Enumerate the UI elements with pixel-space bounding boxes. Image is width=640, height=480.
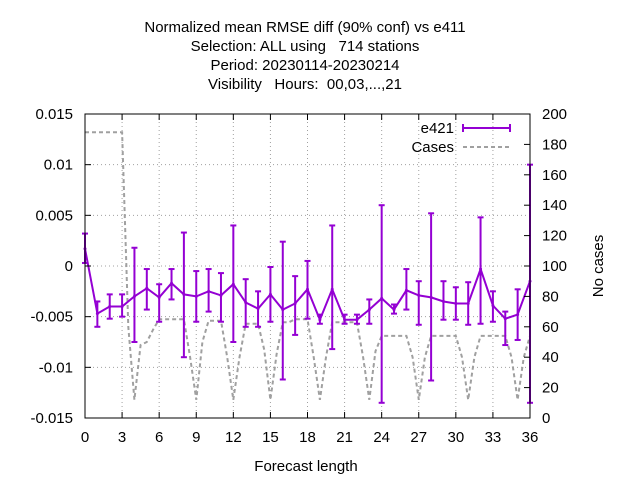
y2-axis-label: No cases [590, 235, 607, 298]
chart-title-line-3: Period: 20230114-20230214 [210, 57, 400, 74]
e421-point [491, 304, 495, 308]
x-tick-label: 36 [522, 429, 539, 446]
x-axis-label: Forecast length [254, 458, 357, 475]
e421-point [108, 305, 112, 309]
e421-point [380, 296, 384, 300]
y-tick-label: 0.015 [35, 106, 73, 123]
e421-point [256, 307, 260, 311]
x-tick-label: 0 [81, 429, 89, 446]
legend: e421 Cases [411, 120, 511, 156]
cases-series-layer [85, 131, 531, 400]
y2-tick-label: 0 [542, 410, 550, 427]
y2-tick-label: 160 [542, 167, 567, 184]
y2-tick-label: 40 [542, 349, 559, 366]
y-tick-label: -0.015 [30, 410, 73, 427]
e421-point [95, 312, 99, 316]
y2-tick-label: 80 [542, 288, 559, 305]
e421-point [145, 286, 149, 290]
e421-point [367, 308, 371, 312]
e421-point [392, 308, 396, 312]
legend-label-e421: e421 [421, 120, 454, 137]
e421-point [404, 288, 408, 292]
chart-title-line-4: Visibility Hours: 00,03,...,21 [208, 76, 402, 93]
x-tick-label: 33 [485, 429, 502, 446]
x-tick-label: 15 [262, 429, 279, 446]
e421-point [479, 267, 483, 271]
e421-point [318, 318, 322, 322]
e421-point [306, 287, 309, 291]
y2-tick-label: 120 [542, 228, 567, 245]
e421-point [219, 293, 223, 297]
x-tick-label: 27 [410, 429, 427, 446]
e421-point [429, 295, 433, 299]
x-tick-label: 30 [447, 429, 464, 446]
x-tick-label: 12 [225, 429, 242, 446]
x-tick-label: 24 [373, 429, 390, 446]
y2-tick-label: 140 [542, 197, 567, 214]
e421-point [268, 292, 272, 296]
y-tick-label: -0.005 [30, 309, 73, 326]
y2-tick-label: 180 [542, 136, 567, 153]
e421-point [281, 308, 285, 312]
cases-line [85, 131, 531, 400]
y-tick-label: 0.005 [35, 207, 73, 224]
y-tick-label: 0.01 [44, 157, 73, 174]
x-tick-label: 18 [299, 429, 316, 446]
e421-point [454, 301, 458, 305]
legend-label-cases: Cases [411, 139, 454, 156]
e421-point [503, 317, 507, 321]
chart-title-line-1: Normalized mean RMSE diff (90% conf) vs … [144, 19, 466, 36]
e421-point [330, 287, 334, 291]
y2-tick-label: 100 [542, 258, 567, 275]
e421-point [207, 289, 211, 293]
x-tick-label: 3 [118, 429, 126, 446]
y-tick-label: 0 [65, 258, 73, 275]
e421-point [120, 305, 124, 309]
y2-tick-label: 200 [542, 106, 567, 123]
x-tick-label: 9 [192, 429, 200, 446]
e421-point [132, 294, 136, 298]
y2-tick-label: 60 [542, 319, 559, 336]
e421-point [516, 313, 520, 317]
e421-point [244, 300, 248, 304]
y-tick-label: -0.01 [39, 359, 73, 376]
e421-point [466, 301, 470, 305]
e421-point [194, 294, 198, 298]
chart-title-line-2: Selection: ALL using 714 stations [190, 38, 420, 55]
e421-point [182, 292, 186, 296]
x-tick-label: 21 [336, 429, 353, 446]
e421-point [343, 318, 347, 322]
axis-ticks: 0 3 6 9 12 15 18 21 24 27 30 33 36-0.015-0.01-0.0050… [30, 106, 567, 446]
e421-point [417, 293, 421, 297]
e421-point [355, 318, 359, 322]
e421-point [157, 295, 161, 299]
e421-point [441, 299, 445, 303]
x-tick-label: 6 [155, 429, 163, 446]
e421-point [293, 301, 297, 305]
e421-point [170, 281, 174, 285]
y2-tick-label: 20 [542, 380, 559, 397]
e421-point [231, 282, 235, 286]
